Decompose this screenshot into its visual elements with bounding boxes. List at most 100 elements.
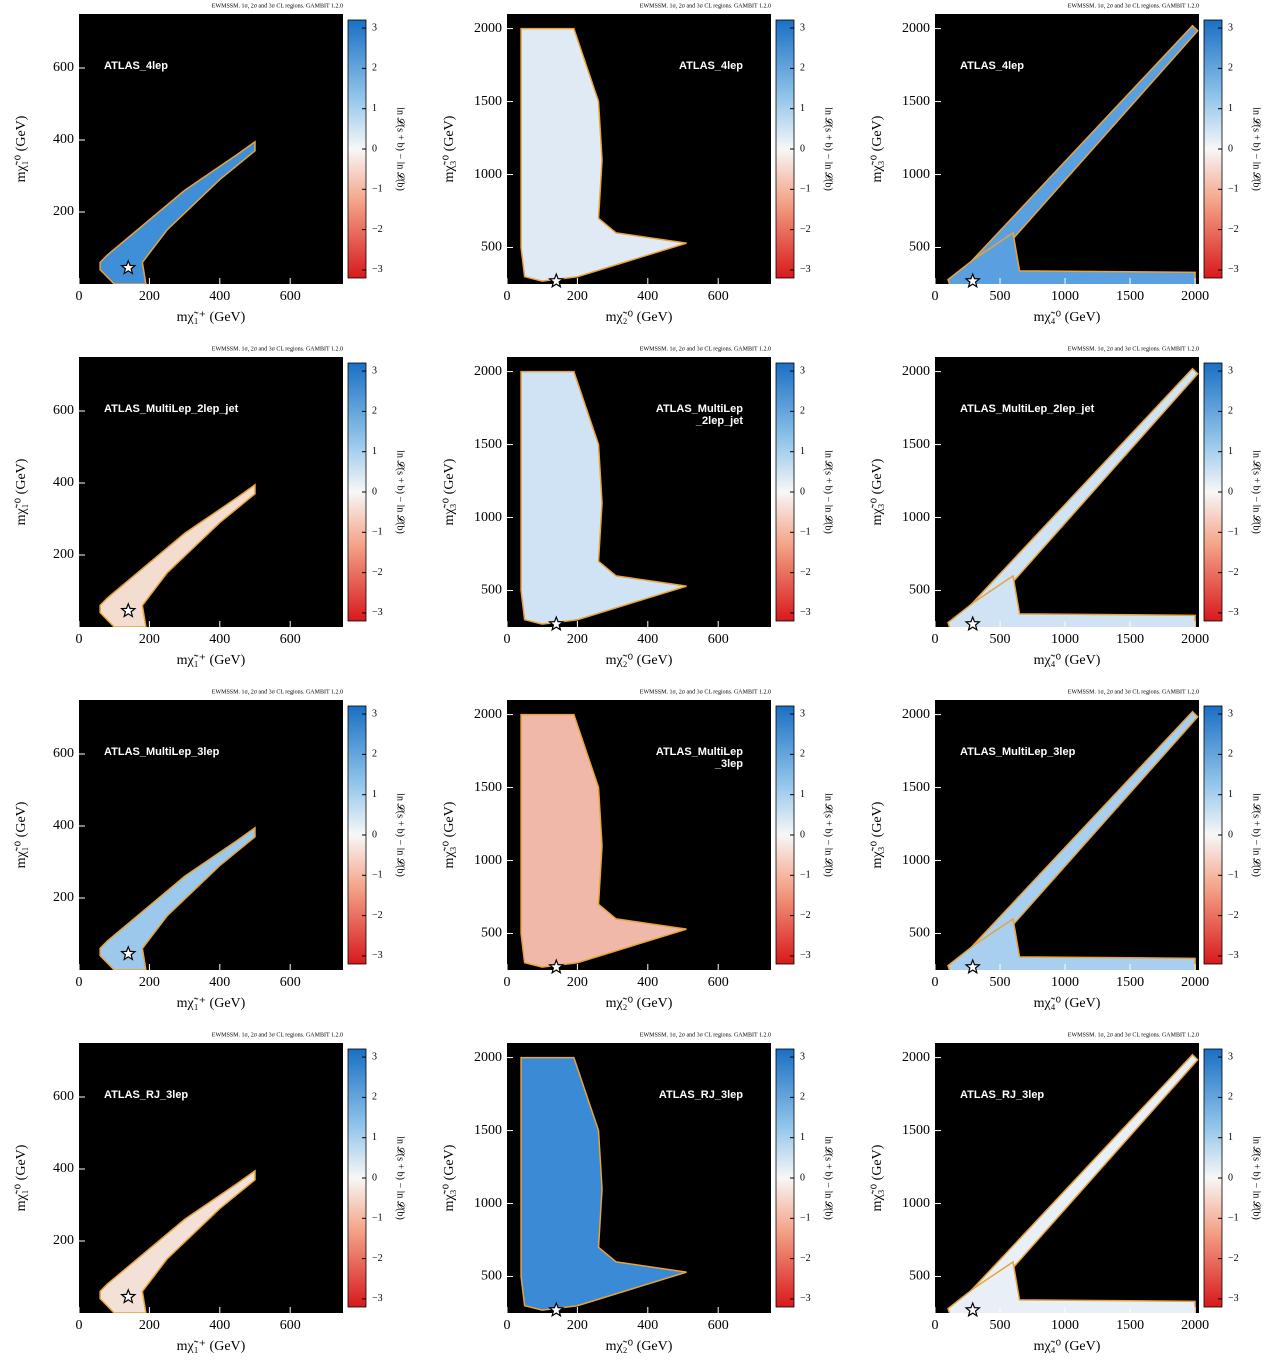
best-fit-star [548, 958, 565, 975]
y-tick-label: 1000 [474, 1196, 502, 1211]
likelihood-region [99, 1169, 256, 1313]
colorbar-tick-label: 0 [800, 1172, 805, 1183]
colorbar-tick-label: 1 [800, 103, 805, 114]
colorbar-tick-label: 3 [372, 365, 377, 376]
colorbar-tick-label: 2 [1228, 63, 1233, 74]
likelihood-region [99, 140, 256, 284]
colorbar-tick-label: −1 [800, 527, 811, 538]
x-tick-label: 600 [708, 975, 729, 990]
y-tick-label: 500 [909, 1269, 930, 1284]
colorbar-tick-label: 0 [1228, 143, 1233, 154]
y-tick-label: 1000 [474, 167, 502, 182]
colorbar-tick-label: −3 [800, 607, 811, 618]
x-axis-label: mχ̃₄⁰ (GeV) [1034, 1339, 1101, 1354]
y-tick-label: 600 [53, 1089, 74, 1104]
x-tick-label: 400 [637, 289, 658, 304]
colorbar-tick-label: 2 [1228, 406, 1233, 417]
analysis-label: ATLAS_MultiLep_2lep_jet [960, 403, 1095, 415]
colorbar-tick-label: −3 [1228, 950, 1239, 961]
colorbar-label: ln 𝓛(s + b) − ln 𝓛(b) [395, 1136, 407, 1220]
x-tick-label: 2000 [1181, 975, 1209, 990]
colorbar-tick-label: −3 [372, 950, 383, 961]
colorbar-tick-label: 1 [372, 789, 377, 800]
y-tick-label: 1500 [474, 94, 502, 109]
x-axis-label: mχ̃₂⁰ (GeV) [606, 653, 673, 668]
x-tick-label: 0 [932, 1318, 939, 1333]
colorbar-tick-label: 2 [372, 1092, 377, 1103]
colorbar-tick-label: −1 [800, 184, 811, 195]
x-tick-label: 200 [139, 289, 160, 304]
plot-note: EWMSSM. 1σ, 2σ and 3σ CL regions. GAMBIT… [1068, 689, 1199, 695]
colorbar-tick-label: −2 [1228, 567, 1239, 578]
x-tick-label: 400 [637, 975, 658, 990]
x-tick-label: 200 [567, 1318, 588, 1333]
plot-note: EWMSSM. 1σ, 2σ and 3σ CL regions. GAMBIT… [212, 346, 343, 352]
colorbar-tick-label: −3 [1228, 264, 1239, 275]
panel: ATLAS_MultiLep_2lep_jet EWMSSM. 1σ, 2σ an… [14, 346, 406, 668]
analysis-label: ATLAS_4lep [960, 60, 1024, 72]
x-tick-label: 2000 [1181, 1318, 1209, 1333]
y-tick-label: 400 [53, 1161, 74, 1176]
y-tick-label: 1000 [474, 853, 502, 868]
colorbar-tick-label: −2 [372, 910, 383, 921]
x-tick-label: 600 [280, 632, 301, 647]
x-axis-label: mχ̃₂⁰ (GeV) [606, 310, 673, 325]
x-tick-label: 0 [76, 975, 83, 990]
colorbar-tick-label: 3 [372, 1051, 377, 1062]
colorbar-label: ln 𝓛(s + b) − ln 𝓛(b) [1251, 1136, 1263, 1220]
x-tick-label: 600 [708, 289, 729, 304]
colorbar-tick-label: 1 [1228, 446, 1233, 457]
x-tick-label: 1000 [1051, 975, 1079, 990]
plot-note: EWMSSM. 1σ, 2σ and 3σ CL regions. GAMBIT… [640, 3, 771, 9]
likelihood-region [520, 1056, 687, 1311]
y-tick-label: 1500 [474, 780, 502, 795]
plot-note: EWMSSM. 1σ, 2σ and 3σ CL regions. GAMBIT… [212, 689, 343, 695]
colorbar-tick-label: 3 [1228, 365, 1233, 376]
x-axis-label: mχ̃₁⁺ (GeV) [177, 996, 246, 1011]
x-tick-label: 2000 [1181, 289, 1209, 304]
colorbar-tick-label: −3 [800, 1293, 811, 1304]
colorbar-tick-label: 0 [372, 143, 377, 154]
y-tick-label: 1000 [474, 510, 502, 525]
y-tick-label: 400 [53, 818, 74, 833]
y-axis-label: mχ̃₁⁰ (GeV) [14, 115, 29, 182]
colorbar-tick-label: 2 [800, 406, 805, 417]
y-axis-label: mχ̃₃⁰ (GeV) [870, 801, 885, 868]
colorbar-tick-label: −1 [800, 870, 811, 881]
best-fit-star [548, 615, 565, 632]
likelihood-region [520, 27, 687, 282]
plot-note: EWMSSM. 1σ, 2σ and 3σ CL regions. GAMBIT… [1068, 346, 1199, 352]
colorbar-tick-label: −1 [1228, 870, 1239, 881]
x-tick-label: 1500 [1116, 632, 1144, 647]
x-tick-label: 0 [504, 289, 511, 304]
best-fit-star [548, 272, 565, 289]
y-tick-label: 1000 [902, 510, 930, 525]
x-tick-label: 500 [990, 632, 1011, 647]
colorbar-tick-label: 2 [800, 749, 805, 760]
colorbar-tick-label: −2 [800, 910, 811, 921]
x-tick-label: 200 [139, 1318, 160, 1333]
plot-area [935, 700, 1199, 970]
analysis-label: ATLAS_4lep [679, 60, 743, 72]
plot-note: EWMSSM. 1σ, 2σ and 3σ CL regions. GAMBIT… [640, 1032, 771, 1038]
x-axis-label: mχ̃₂⁰ (GeV) [606, 1339, 673, 1354]
colorbar-tick-label: 3 [1228, 22, 1233, 33]
plot-note: EWMSSM. 1σ, 2σ and 3σ CL regions. GAMBIT… [640, 689, 771, 695]
panel: ATLAS_RJ_3lep EWMSSM. 1σ, 2σ and 3σ CL re… [14, 1032, 406, 1354]
panel: ATLAS_4lep EWMSSM. 1σ, 2σ and 3σ CL regio… [442, 3, 834, 325]
y-tick-label: 2000 [474, 1050, 502, 1065]
best-fit-star [964, 958, 981, 975]
x-tick-label: 1000 [1051, 632, 1079, 647]
y-axis-label: mχ̃₃⁰ (GeV) [442, 115, 457, 182]
likelihood-region [947, 574, 1196, 627]
colorbar-tick-label: 3 [1228, 1051, 1233, 1062]
panel: ATLAS_4lep EWMSSM. 1σ, 2σ and 3σ CL regio… [870, 3, 1262, 325]
x-tick-label: 200 [139, 975, 160, 990]
likelihood-region [99, 483, 256, 627]
colorbar-tick-label: 1 [372, 1132, 377, 1143]
colorbar-tick-label: −2 [800, 224, 811, 235]
analysis-label: ATLAS_MultiLep_3lep [104, 746, 220, 758]
colorbar-tick-label: 1 [1228, 789, 1233, 800]
colorbar-tick-label: 2 [372, 63, 377, 74]
colorbar-tick-label: −1 [372, 1213, 383, 1224]
